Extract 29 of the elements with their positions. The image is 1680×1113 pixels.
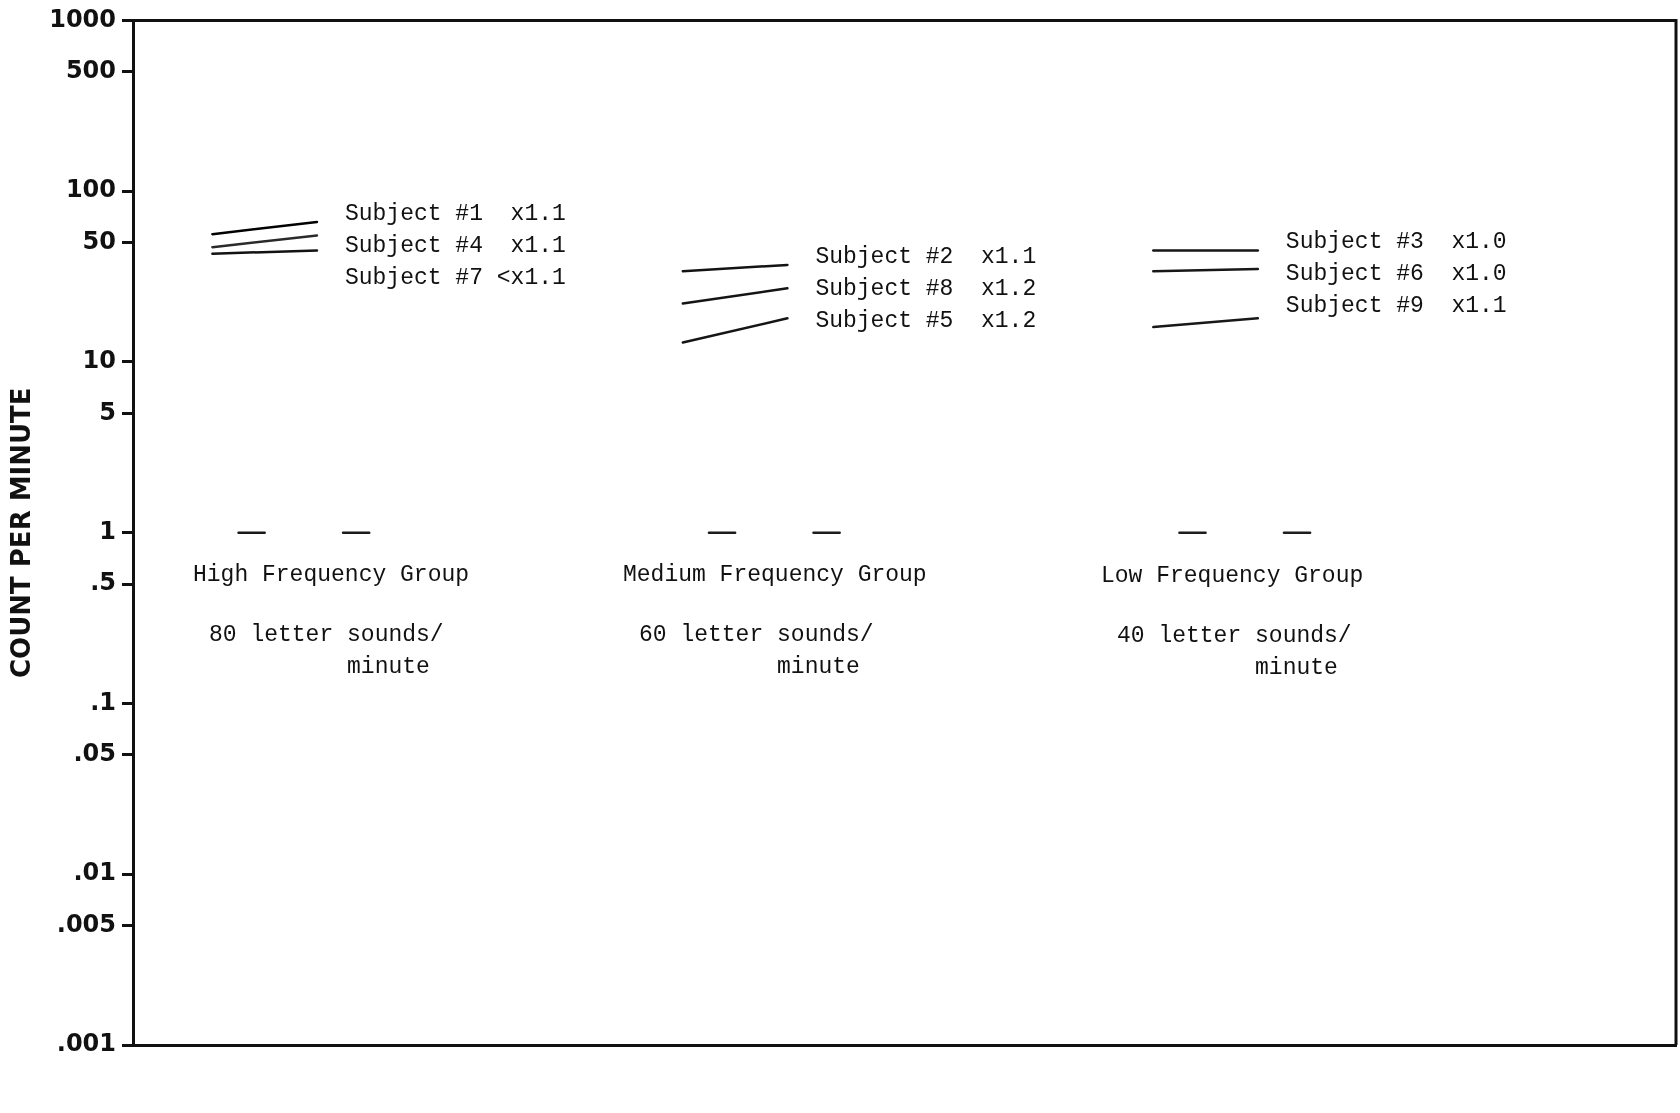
y-tick-label: 1	[99, 516, 116, 545]
series-label: Subject #4 x1.1	[344, 233, 566, 260]
annotation: 40 letter sounds/ minute	[1117, 622, 1352, 683]
y-tick-label: .005	[56, 909, 116, 938]
annotation: Low Frequency Group	[1101, 562, 1364, 591]
series-label: Subject #1 x1.1	[344, 201, 566, 228]
y-tick-label: .01	[73, 858, 116, 887]
y-tick-label: 5	[99, 397, 116, 426]
y-tick-label: 10	[82, 346, 116, 375]
series-label: Subject #7 <x1.1	[344, 265, 566, 292]
y-tick-label: .1	[90, 687, 116, 716]
y-tick-label: 500	[65, 56, 116, 85]
series-label: Subject #9 x1.1	[1285, 293, 1507, 320]
y-tick-label: 50	[82, 226, 116, 255]
series-label: Subject #8 x1.2	[815, 276, 1037, 302]
annotation: Medium Frequency Group	[623, 561, 927, 590]
series-label: Subject #6 x1.0	[1285, 261, 1507, 288]
y-tick-label: 1000	[49, 4, 116, 33]
y-axis-title: COUNT PER MINUTE	[6, 387, 37, 679]
annotation: 80 letter sounds/ minute	[209, 621, 444, 682]
series-label: Subject #3 x1.0	[1285, 229, 1507, 256]
series-label: Subject #2 x1.1	[815, 244, 1037, 270]
y-tick-label: .5	[90, 568, 116, 597]
annotation: 60 letter sounds/ minute	[639, 621, 874, 682]
annotation: High Frequency Group	[193, 561, 470, 590]
series-label: Subject #5 x1.2	[815, 308, 1037, 334]
y-tick-label: 100	[65, 175, 116, 204]
y-tick-label: .05	[73, 739, 116, 768]
y-tick-label: .001	[56, 1029, 116, 1058]
